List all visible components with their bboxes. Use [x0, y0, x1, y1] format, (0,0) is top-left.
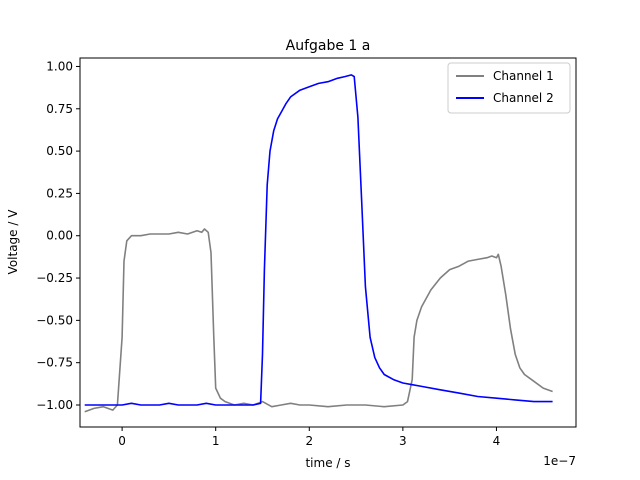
legend-label-channel-1: Channel 1 [493, 69, 554, 83]
legend-label-channel-2: Channel 2 [493, 91, 554, 105]
y-tick-label: −0.75 [36, 356, 73, 370]
y-axis: −1.00 −0.75 −0.50 −0.25 0.00 0.25 0.50 0.75 1.00 [36, 59, 80, 412]
x-tick-label: 0 [118, 434, 126, 448]
x-axis-label: time / s [305, 456, 350, 470]
x-tick-label: 3 [399, 434, 407, 448]
y-tick-label: 0.75 [46, 102, 73, 116]
x-axis: 0 1 2 3 4 [118, 427, 500, 448]
series-line-channel-2 [84, 74, 553, 406]
y-tick-label: −0.25 [36, 271, 73, 285]
x-tick-label: 2 [305, 434, 313, 448]
y-tick-label: 0.25 [46, 186, 73, 200]
y-tick-label: −1.00 [36, 398, 73, 412]
y-tick-label: 0.00 [46, 229, 73, 243]
y-tick-label: 0.50 [46, 144, 73, 158]
series-line-channel-1 [84, 228, 553, 413]
y-tick-label: −0.50 [36, 313, 73, 327]
x-tick-label: 1 [212, 434, 220, 448]
legend: Channel 1 Channel 2 [447, 62, 571, 114]
plot-frame [79, 57, 577, 428]
chart-title: Aufgabe 1 a [286, 38, 371, 54]
plot-lines [84, 74, 553, 413]
y-axis-label: Voltage / V [6, 209, 20, 275]
x-axis-offset-text: 1e−7 [543, 454, 576, 468]
y-tick-label: 1.00 [46, 59, 73, 73]
x-tick-label: 4 [493, 434, 501, 448]
